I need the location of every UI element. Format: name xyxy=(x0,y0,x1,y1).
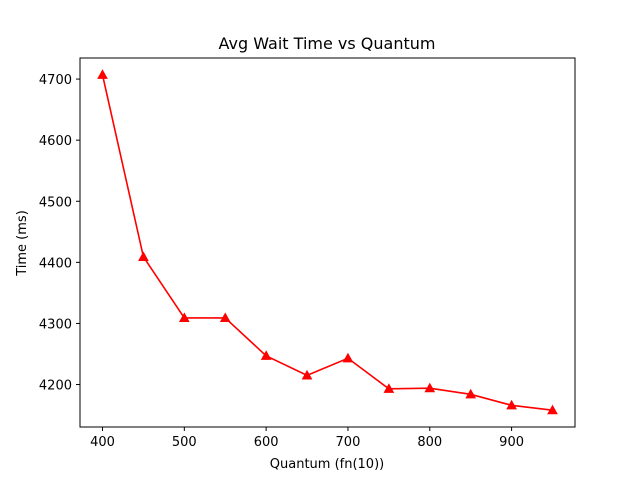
x-tick-label: 700 xyxy=(336,435,361,450)
x-axis-label: Quantum (fn(10)) xyxy=(270,457,384,472)
x-tick-label: 500 xyxy=(172,435,197,450)
y-tick-label: 4200 xyxy=(39,379,72,394)
y-tick-label: 4700 xyxy=(39,73,72,88)
chart-title: Avg Wait Time vs Quantum xyxy=(219,34,436,53)
y-axis: 4200 4300 4400 4500 4600 4700 xyxy=(39,73,80,394)
y-tick-label: 4300 xyxy=(39,317,72,332)
data-point-marker xyxy=(547,404,558,415)
x-tick-label: 400 xyxy=(90,435,115,450)
y-tick-label: 4500 xyxy=(39,195,72,210)
series-group xyxy=(97,69,558,415)
series-line xyxy=(101,74,553,411)
data-point-marker xyxy=(342,352,354,363)
data-point-marker xyxy=(138,251,149,261)
data-point-marker xyxy=(260,350,272,360)
data-point-marker xyxy=(424,382,436,393)
data-point-marker xyxy=(301,369,313,380)
x-tick-label: 800 xyxy=(417,435,442,450)
x-tick-label: 600 xyxy=(254,435,279,450)
data-point-marker xyxy=(178,312,190,323)
data-point-marker xyxy=(465,388,477,399)
data-point-marker xyxy=(383,383,395,393)
y-axis-label: Time (ms) xyxy=(15,210,30,277)
y-tick-label: 4400 xyxy=(39,256,72,271)
data-point-marker xyxy=(506,399,517,410)
data-point-marker xyxy=(97,69,108,79)
plot-area xyxy=(79,57,576,428)
data-point-marker xyxy=(219,312,231,323)
x-axis: 400 500 600 700 800 900 xyxy=(90,427,524,450)
x-tick-label: 900 xyxy=(499,435,524,450)
y-tick-label: 4600 xyxy=(39,134,72,149)
